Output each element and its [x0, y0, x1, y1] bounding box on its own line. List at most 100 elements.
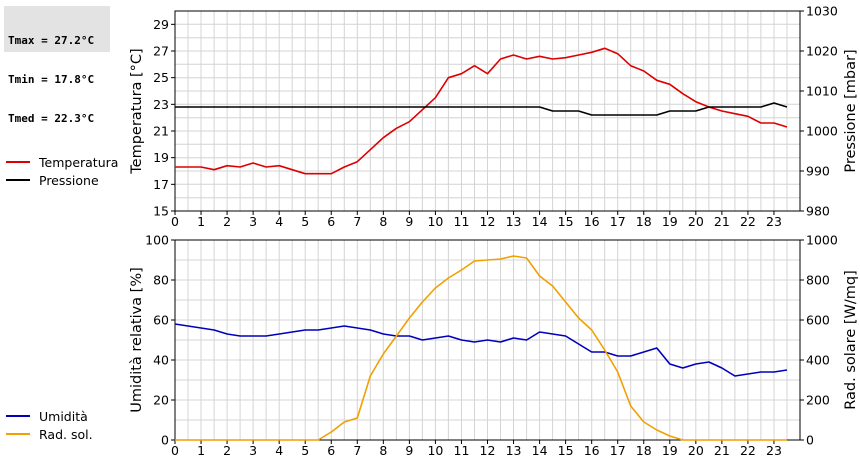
x-tick-label: 21 — [714, 443, 730, 458]
legend-item-pressione: Pressione — [6, 171, 118, 189]
x-tick-label: 0 — [171, 214, 179, 229]
y-tick-label-right: 1030 — [806, 4, 838, 19]
x-tick-label: 11 — [454, 443, 470, 458]
x-tick-label: 12 — [480, 443, 496, 458]
x-tick-label: 22 — [740, 443, 756, 458]
x-tick-label: 14 — [532, 443, 548, 458]
x-tick-label: 17 — [610, 214, 626, 229]
x-tick-label: 8 — [379, 214, 387, 229]
y-tick-label-left: 25 — [153, 70, 169, 85]
x-tick-label: 11 — [454, 214, 470, 229]
legend-bottom: Umidità Rad. sol. — [6, 407, 93, 443]
x-tick-label: 6 — [327, 443, 335, 458]
x-tick-label: 7 — [353, 443, 361, 458]
x-tick-label: 6 — [327, 214, 335, 229]
x-tick-label: 5 — [301, 443, 309, 458]
legend-swatch-pressione — [6, 179, 30, 181]
x-tick-label: 18 — [636, 443, 652, 458]
legend-label-pressione: Pressione — [39, 172, 99, 188]
y-tick-label-left: 0 — [161, 433, 169, 448]
x-tick-label: 16 — [584, 214, 600, 229]
x-tick-label: 3 — [249, 214, 257, 229]
x-tick-label: 2 — [223, 214, 231, 229]
x-tick-label: 20 — [688, 214, 704, 229]
y-tick-label-left: 80 — [153, 273, 169, 288]
x-tick-label: 15 — [558, 443, 574, 458]
y-tick-label-left: 29 — [153, 17, 169, 32]
y-tick-label-left: 23 — [153, 97, 169, 112]
y-tick-label-right: 980 — [806, 204, 830, 219]
x-tick-label: 12 — [480, 214, 496, 229]
legend-label-umidita: Umidità — [39, 408, 88, 424]
stats-box: Tmax = 27.2°C Tmin = 17.8°C Tmed = 22.3°… — [4, 6, 110, 125]
x-tick-label: 3 — [249, 443, 257, 458]
x-tick-label: 21 — [714, 214, 730, 229]
y-tick-label-left: 27 — [153, 44, 169, 59]
y-tick-label-left: 21 — [153, 124, 169, 139]
x-tick-label: 8 — [379, 443, 387, 458]
y-tick-label-right: 600 — [806, 313, 830, 328]
x-tick-label: 13 — [506, 443, 522, 458]
x-tick-label: 17 — [610, 443, 626, 458]
x-tick-label: 9 — [405, 443, 413, 458]
y-tick-label-right: 1000 — [806, 124, 838, 139]
y-tick-label-left: 60 — [153, 313, 169, 328]
x-tick-label: 23 — [766, 214, 782, 229]
x-tick-label: 19 — [662, 443, 678, 458]
x-tick-label: 7 — [353, 214, 361, 229]
x-tick-label: 14 — [532, 214, 548, 229]
x-tick-label: 10 — [427, 214, 443, 229]
y-tick-label-right: 1020 — [806, 44, 838, 59]
legend-item-umidita: Umidità — [6, 407, 93, 425]
x-tick-label: 22 — [740, 214, 756, 229]
y-tick-label-left: 19 — [153, 150, 169, 165]
x-tick-label: 2 — [223, 443, 231, 458]
x-tick-label: 23 — [766, 443, 782, 458]
x-tick-label: 10 — [427, 443, 443, 458]
x-tick-label: 4 — [275, 214, 283, 229]
y-tick-label-left: 15 — [153, 204, 169, 219]
series-line-umidit- — [174, 323, 788, 377]
x-tick-label: 4 — [275, 443, 283, 458]
legend-label-radsol: Rad. sol. — [39, 426, 93, 442]
legend-item-radsol: Rad. sol. — [6, 425, 93, 443]
x-tick-label: 19 — [662, 214, 678, 229]
y-tick-label-right: 1010 — [806, 84, 838, 99]
x-tick-label: 20 — [688, 443, 704, 458]
chart-bottom: 0 1 2 3 4 5 6 7 8 9 10 11 12 13 14 15 16 17 18 19 20 21 22 2302… — [129, 233, 859, 459]
x-tick-label: 1 — [197, 443, 205, 458]
y-tick-label-left: 40 — [153, 353, 169, 368]
y-axis-label-right: Pressione [mbar] — [843, 49, 859, 172]
tmed-text: Tmed = 22.3°C — [8, 112, 95, 125]
y-tick-label-right: 800 — [806, 273, 830, 288]
x-tick-label: 15 — [558, 214, 574, 229]
x-tick-label: 0 — [171, 443, 179, 458]
y-tick-label-right: 0 — [806, 433, 814, 448]
legend-swatch-radsol — [6, 433, 30, 435]
x-tick-label: 1 — [197, 214, 205, 229]
legend-swatch-temperatura — [6, 161, 30, 163]
y-axis-label-left: Temperatura [°C] — [129, 48, 145, 174]
tmin-text: Tmin = 17.8°C — [8, 73, 95, 86]
x-tick-label: 13 — [506, 214, 522, 229]
legend-label-temperatura: Temperatura — [39, 154, 119, 170]
y-tick-label-left: 20 — [153, 393, 169, 408]
y-tick-label-left: 17 — [153, 177, 169, 192]
y-tick-label-right: 1000 — [806, 233, 838, 248]
series-line-rad-sol- — [175, 255, 787, 441]
chart-top: 0 1 2 3 4 5 6 7 8 9 10 11 12 13 14 15 16 17 18 19 20 21 22 2315… — [129, 4, 859, 230]
y-axis-label-right: Rad. solare [W/mq] — [843, 270, 859, 409]
series-line-pressione — [175, 102, 788, 116]
legend-swatch-umidita — [6, 415, 30, 417]
y-tick-label-right: 990 — [806, 164, 830, 179]
legend-item-temperatura: Temperatura — [6, 153, 118, 171]
tmax-text: Tmax = 27.2°C — [8, 34, 95, 47]
y-tick-label-right: 200 — [806, 393, 830, 408]
x-tick-label: 9 — [405, 214, 413, 229]
legend-top: Temperatura Pressione — [6, 153, 118, 189]
y-tick-label-left: 100 — [145, 233, 169, 248]
y-axis-label-left: Umidità relativa [%] — [129, 267, 145, 413]
x-tick-label: 5 — [301, 214, 309, 229]
x-tick-label: 16 — [584, 443, 600, 458]
